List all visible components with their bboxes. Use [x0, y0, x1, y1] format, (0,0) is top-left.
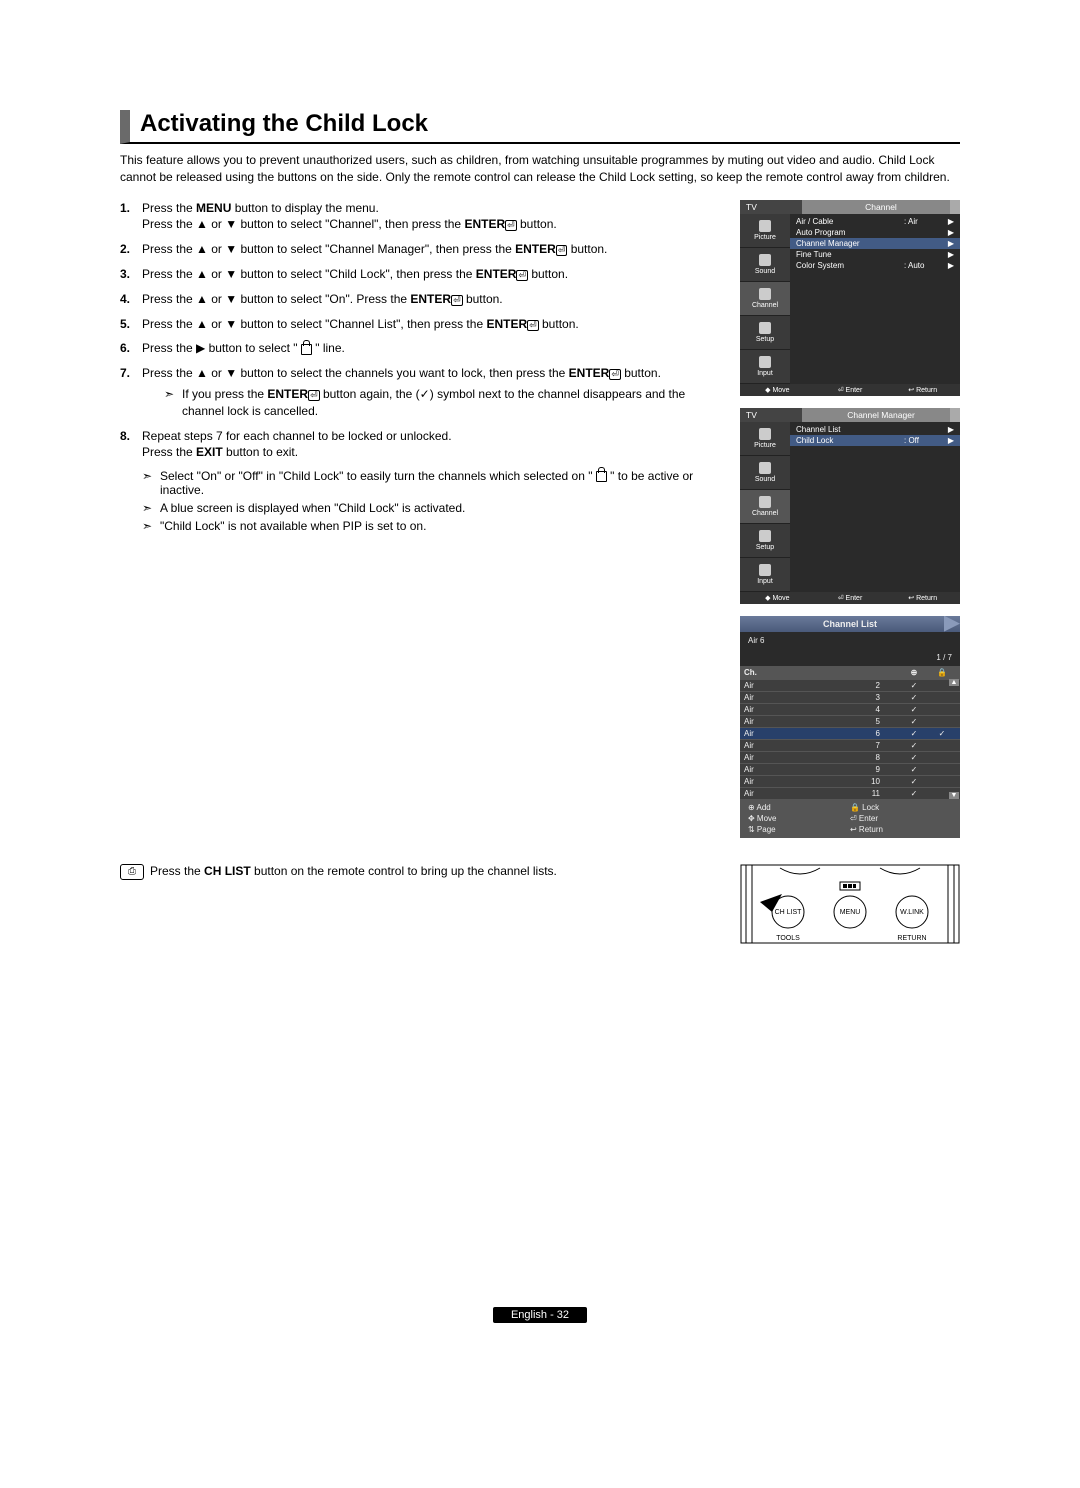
step: 8.Repeat steps 7 for each channel to be …: [120, 428, 722, 462]
note: ➣A blue screen is displayed when "Child …: [142, 501, 722, 515]
remote-diagram: CH LIST MENU W.LINK TOOLS RETURN: [740, 864, 960, 949]
svg-text:CH LIST: CH LIST: [775, 909, 803, 916]
note: ➣"Child Lock" is not available when PIP …: [142, 519, 722, 533]
step: 2.Press the ▲ or ▼ button to select "Cha…: [120, 241, 722, 258]
svg-text:TOOLS: TOOLS: [776, 935, 800, 942]
svg-text:RETURN: RETURN: [897, 935, 926, 942]
page-footer: English - 32: [120, 1309, 960, 1321]
step: 7.Press the ▲ or ▼ button to select the …: [120, 365, 722, 419]
page-title: Activating the Child Lock: [120, 110, 960, 144]
remote-tip: ⎙ Press the CH LIST button on the remote…: [120, 864, 722, 880]
step: 5.Press the ▲ or ▼ button to select "Cha…: [120, 316, 722, 333]
note: ➣Select "On" or "Off" in "Child Lock" to…: [142, 469, 722, 497]
svg-text:MENU: MENU: [840, 909, 861, 916]
step: 3.Press the ▲ or ▼ button to select "Chi…: [120, 266, 722, 283]
step: 4.Press the ▲ or ▼ button to select "On"…: [120, 291, 722, 308]
step: 1.Press the MENU button to display the m…: [120, 200, 722, 234]
svg-text:W.LINK: W.LINK: [900, 909, 924, 916]
channel-list-panel: Channel List Air 6 1 / 7 Ch.⊕🔒 ▲ Air2✓Ai…: [740, 616, 960, 838]
step: 6.Press the ▶ button to select " " line.: [120, 340, 722, 357]
notes-block: ➣Select "On" or "Off" in "Child Lock" to…: [120, 469, 722, 533]
osd-channel-manager: TVChannel Manager PictureSoundChannelSet…: [740, 408, 960, 604]
steps-list: 1.Press the MENU button to display the m…: [120, 200, 722, 462]
osd-channel: TVChannel PictureSoundChannelSetupInput …: [740, 200, 960, 396]
intro-text: This feature allows you to prevent unaut…: [120, 152, 960, 186]
